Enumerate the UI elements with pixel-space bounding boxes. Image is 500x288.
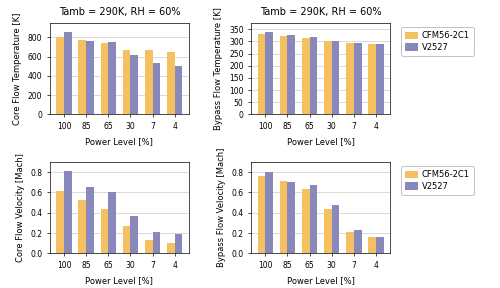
Bar xyxy=(376,44,384,114)
Bar xyxy=(280,181,287,253)
Bar xyxy=(167,52,174,114)
Title: Tamb = 290K, RH = 60%: Tamb = 290K, RH = 60% xyxy=(260,7,382,17)
Bar xyxy=(310,185,318,253)
X-axis label: Power Level [%]: Power Level [%] xyxy=(286,137,354,146)
Bar xyxy=(86,41,94,114)
Y-axis label: Bypass Flow Temperature [K]: Bypass Flow Temperature [K] xyxy=(214,7,224,130)
Bar xyxy=(258,35,266,114)
Bar xyxy=(108,192,116,253)
Bar xyxy=(354,43,362,114)
Bar xyxy=(130,216,138,253)
Bar xyxy=(302,38,310,114)
Bar xyxy=(174,234,182,253)
Bar xyxy=(56,37,64,114)
Legend: CFM56-2C1, V2527: CFM56-2C1, V2527 xyxy=(401,27,474,56)
Bar xyxy=(310,37,318,114)
Bar xyxy=(174,66,182,114)
Bar xyxy=(258,176,266,253)
Bar xyxy=(108,42,116,114)
Bar xyxy=(376,237,384,253)
Bar xyxy=(145,50,152,114)
Title: Tamb = 290K, RH = 60%: Tamb = 290K, RH = 60% xyxy=(58,7,180,17)
Bar xyxy=(346,43,354,114)
Bar xyxy=(100,43,108,114)
X-axis label: Power Level [%]: Power Level [%] xyxy=(86,137,154,146)
Bar xyxy=(78,200,86,253)
Bar xyxy=(64,171,72,253)
Y-axis label: Core Flow Velocity [Mach]: Core Flow Velocity [Mach] xyxy=(16,153,24,262)
Bar xyxy=(152,63,160,114)
Bar xyxy=(354,230,362,253)
Bar xyxy=(122,50,130,114)
Bar xyxy=(64,32,72,114)
Bar xyxy=(86,187,94,253)
Bar xyxy=(152,232,160,253)
Bar xyxy=(145,240,152,253)
Bar xyxy=(266,32,273,114)
Bar xyxy=(332,41,340,114)
Bar xyxy=(332,205,340,253)
Legend: CFM56-2C1, V2527: CFM56-2C1, V2527 xyxy=(401,166,474,195)
Bar xyxy=(368,237,376,253)
Bar xyxy=(324,41,332,114)
Bar xyxy=(324,209,332,253)
Bar xyxy=(266,172,273,253)
X-axis label: Power Level [%]: Power Level [%] xyxy=(286,276,354,285)
Bar xyxy=(122,226,130,253)
Bar xyxy=(100,209,108,253)
Bar xyxy=(368,44,376,114)
X-axis label: Power Level [%]: Power Level [%] xyxy=(86,276,154,285)
Y-axis label: Core Flow Temperature [K]: Core Flow Temperature [K] xyxy=(13,13,22,125)
Bar xyxy=(78,40,86,114)
Bar xyxy=(130,55,138,114)
Bar xyxy=(56,192,64,253)
Bar xyxy=(167,243,174,253)
Bar xyxy=(280,37,287,114)
Y-axis label: Bypass Flow Velocity [Mach]: Bypass Flow Velocity [Mach] xyxy=(217,148,226,268)
Bar xyxy=(288,182,295,253)
Bar xyxy=(346,232,354,253)
Bar xyxy=(288,35,295,114)
Bar xyxy=(302,190,310,253)
